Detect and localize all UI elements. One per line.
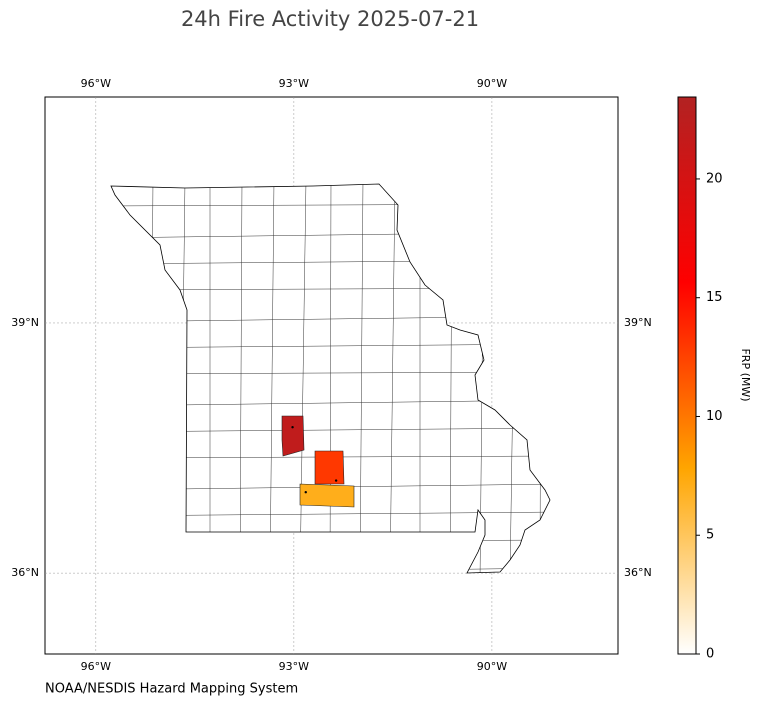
fire-point bbox=[334, 479, 338, 482]
fire-county bbox=[299, 483, 355, 508]
colorbar bbox=[677, 96, 697, 655]
source-note: NOAA/NESDIS Hazard Mapping System bbox=[45, 682, 298, 697]
colorbar-label: FRP (MW) bbox=[739, 348, 752, 401]
county-line bbox=[329, 184, 332, 573]
colorbar-tick-label: 20 bbox=[706, 171, 723, 186]
y-tick-label: 36°N bbox=[624, 566, 652, 579]
colorbar-tick-label: 10 bbox=[706, 409, 723, 424]
x-tick-label: 96°W bbox=[81, 660, 111, 673]
y-tick-label: 39°N bbox=[11, 316, 39, 329]
county-line bbox=[299, 184, 307, 573]
x-tick-label: 93°W bbox=[279, 660, 309, 673]
colorbar-tick-label: 5 bbox=[706, 528, 714, 543]
x-tick-label: 90°W bbox=[477, 77, 507, 90]
chart-title: 24h Fire Activity 2025-07-21 bbox=[181, 7, 479, 31]
fire-county bbox=[281, 415, 305, 457]
county-line bbox=[239, 184, 243, 573]
county-line bbox=[269, 184, 275, 573]
fire-counties bbox=[281, 415, 355, 508]
fire-county bbox=[314, 450, 345, 485]
x-tick-label: 93°W bbox=[279, 77, 309, 90]
colorbar-tick-label: 0 bbox=[706, 647, 714, 662]
colorbar-tick-label: 15 bbox=[706, 290, 723, 305]
y-tick-label: 39°N bbox=[624, 316, 652, 329]
y-tick-label: 36°N bbox=[11, 566, 39, 579]
x-tick-label: 96°W bbox=[81, 77, 111, 90]
fire-point bbox=[291, 425, 294, 429]
county-line bbox=[359, 184, 364, 573]
x-tick-label: 90°W bbox=[477, 660, 507, 673]
fire-point bbox=[304, 491, 307, 494]
